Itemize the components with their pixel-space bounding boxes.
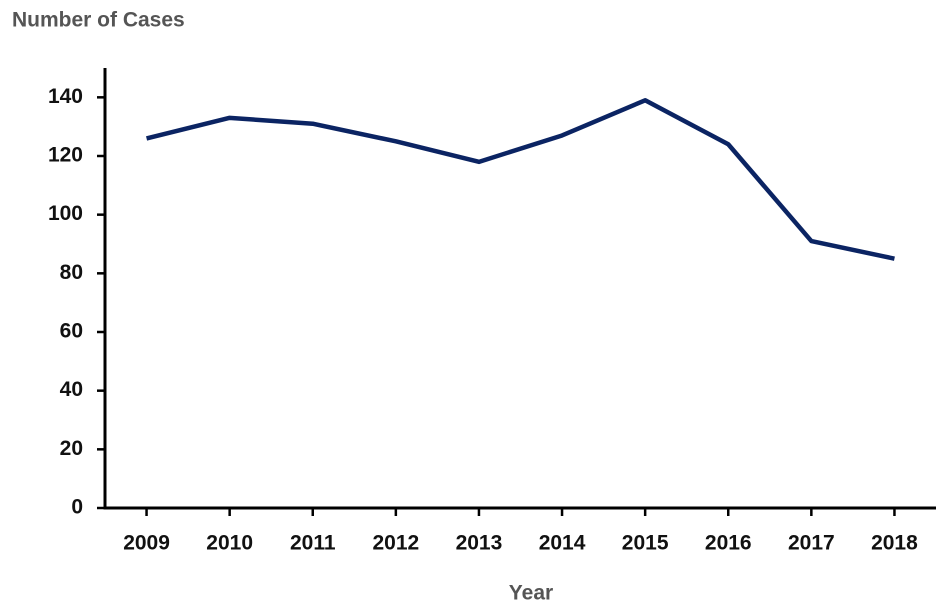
x-tick-label: 2012 [372,532,419,555]
x-tick-label: 2014 [539,532,586,555]
y-tick-label: 80 [60,261,83,284]
chart-title: Number of Cases [12,9,185,32]
x-tick-label: 2015 [622,532,669,555]
y-tick-label: 0 [71,496,83,519]
x-tick-label: 2013 [456,532,503,555]
x-tick-label: 2018 [871,532,918,555]
y-tick-label: 100 [48,202,83,225]
y-tick-label: 20 [60,437,83,460]
line-series [146,98,895,261]
y-tick-label: 40 [60,378,83,401]
y-tick-label: 140 [48,85,83,108]
y-tick-label: 120 [48,144,83,167]
x-tick-label: 2010 [206,532,253,555]
x-tick-label: 2017 [788,532,835,555]
y-tick-label: 60 [60,320,83,343]
x-tick-label: 2011 [290,532,336,555]
x-axis-label: Year [509,582,553,605]
x-tick-label: 2009 [123,532,170,555]
x-tick-label: 2016 [705,532,752,555]
